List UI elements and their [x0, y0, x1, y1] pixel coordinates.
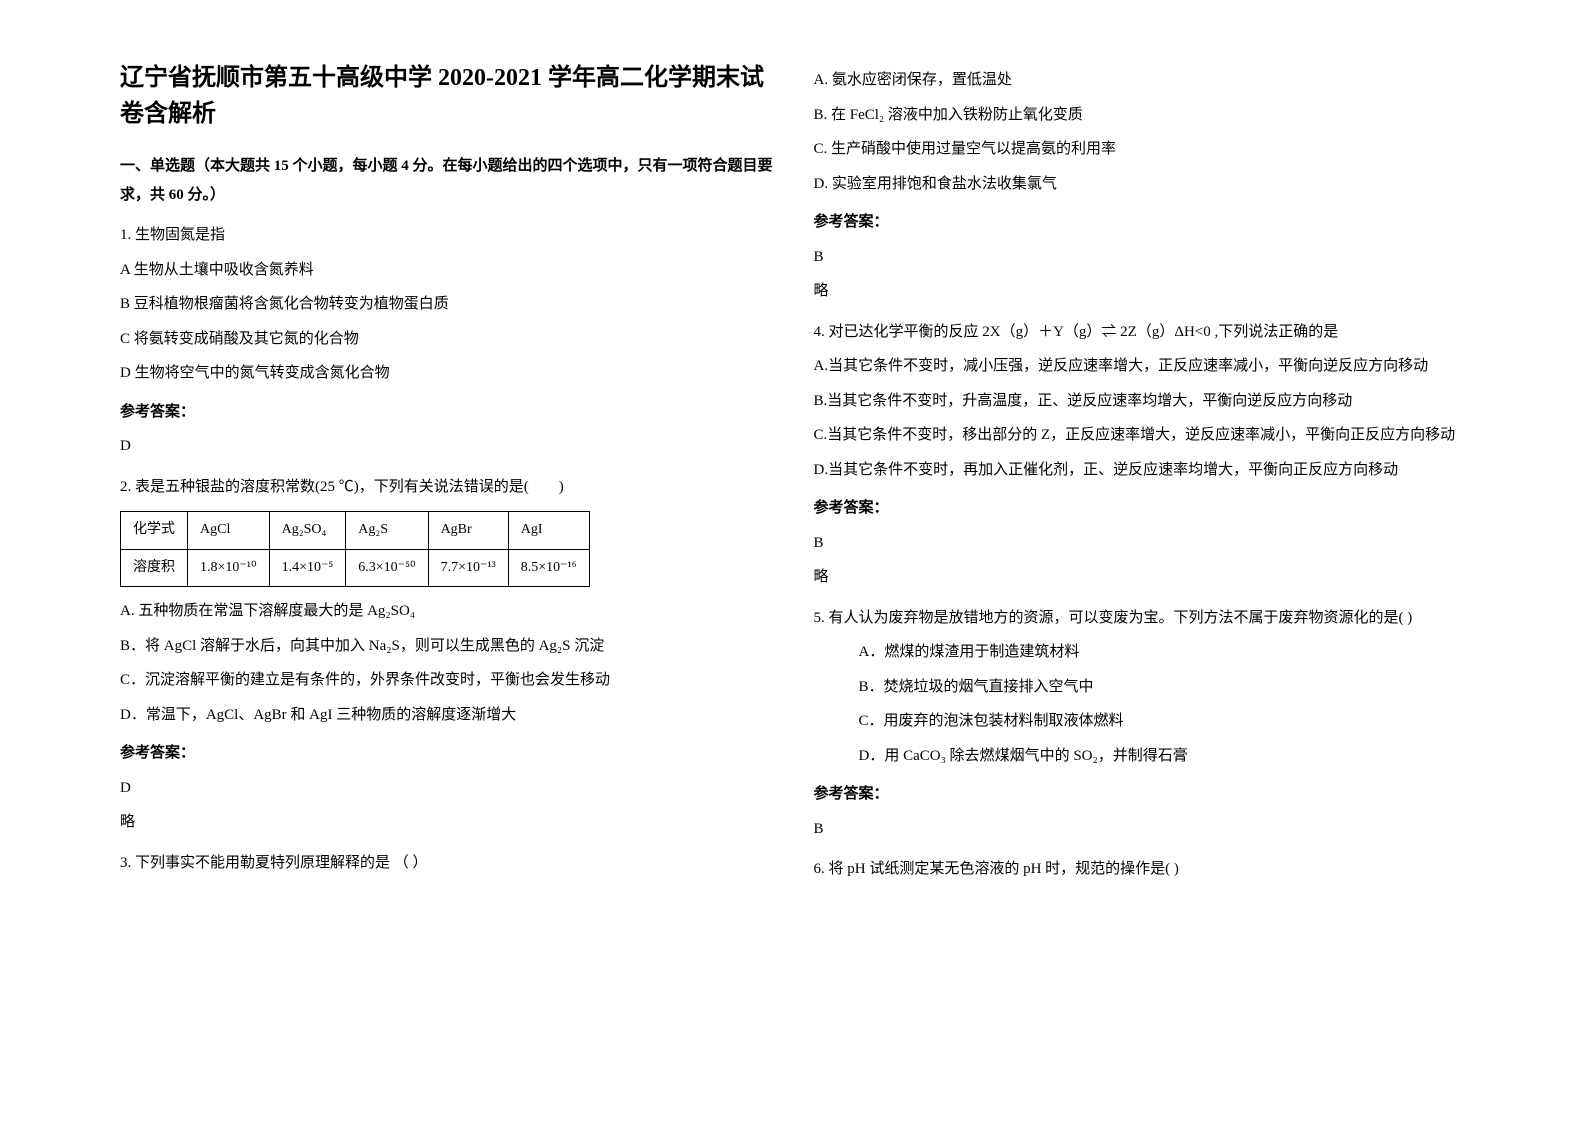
q5-opt-c: C．用废弃的泡沫包装材料制取液体燃料	[814, 707, 1468, 736]
table-cell: 1.8×10⁻¹⁰	[188, 549, 270, 587]
q1-opt-d: D 生物将空气中的氮气转变成含氮化合物	[120, 359, 774, 388]
table-cell: Ag₂S	[346, 512, 428, 550]
table-cell: 8.5×10⁻¹⁶	[508, 549, 589, 587]
q5-answer: B	[814, 815, 1468, 844]
q4-opt-b: B.当其它条件不变时，升高温度，正、逆反应速率均增大，平衡向逆反应方向移动	[814, 387, 1468, 416]
q5-opt-b: B．焚烧垃圾的烟气直接排入空气中	[814, 673, 1468, 702]
q2-stem: 2. 表是五种银盐的溶度积常数(25 ℃)，下列有关说法错误的是( )	[120, 473, 774, 502]
q5-opt-a: A．燃煤的煤渣用于制造建筑材料	[814, 638, 1468, 667]
q4-answer-label: 参考答案：	[814, 494, 1468, 523]
table-cell: Ag₂SO₄	[269, 512, 346, 550]
right-column: A. 氨水应密闭保存，置低温处 B. 在 FeCl₂ 溶液中加入铁粉防止氧化变质…	[794, 60, 1488, 1062]
left-column: 辽宁省抚顺市第五十高级中学 2020-2021 学年高二化学期末试卷含解析 一、…	[100, 60, 794, 1062]
q1-answer-label: 参考答案：	[120, 398, 774, 427]
q3-opt-d: D. 实验室用排饱和食盐水法收集氯气	[814, 170, 1468, 199]
q3-note: 略	[814, 277, 1468, 306]
q2-answer: D	[120, 774, 774, 803]
q4-opt-a: A.当其它条件不变时，减小压强，逆反应速率增大，正反应速率减小，平衡向逆反应方向…	[814, 352, 1468, 381]
q3-opt-b: B. 在 FeCl₂ 溶液中加入铁粉防止氧化变质	[814, 101, 1468, 130]
q1-opt-b: B 豆科植物根瘤菌将含氮化合物转变为植物蛋白质	[120, 290, 774, 319]
q1-opt-a: A 生物从土壤中吸收含氮养料	[120, 256, 774, 285]
page-title: 辽宁省抚顺市第五十高级中学 2020-2021 学年高二化学期末试卷含解析	[120, 60, 774, 132]
q4-stem: 4. 对已达化学平衡的反应 2X（g）＋Y（g）⇌ 2Z（g）ΔH<0 ,下列说…	[814, 318, 1468, 347]
table-cell: 1.4×10⁻⁵	[269, 549, 346, 587]
q2-answer-label: 参考答案：	[120, 739, 774, 768]
table-cell: 7.7×10⁻¹³	[428, 549, 508, 587]
q2-note: 略	[120, 808, 774, 837]
q1-answer: D	[120, 432, 774, 461]
section-heading: 一、单选题（本大题共 15 个小题，每小题 4 分。在每小题给出的四个选项中，只…	[120, 152, 774, 209]
q1-stem: 1. 生物固氮是指	[120, 221, 774, 250]
q3-opt-a: A. 氨水应密闭保存，置低温处	[814, 66, 1468, 95]
q1-opt-c: C 将氨转变成硝酸及其它氮的化合物	[120, 325, 774, 354]
q4-opt-d: D.当其它条件不变时，再加入正催化剂，正、逆反应速率均增大，平衡向正反应方向移动	[814, 456, 1468, 485]
table-cell: 化学式	[121, 512, 188, 550]
q4-opt-c: C.当其它条件不变时，移出部分的 Z，正反应速率增大，逆反应速率减小，平衡向正反…	[814, 421, 1468, 450]
table-cell: AgBr	[428, 512, 508, 550]
table-cell: AgI	[508, 512, 589, 550]
table-cell: 溶度积	[121, 549, 188, 587]
q5-answer-label: 参考答案：	[814, 780, 1468, 809]
q3-answer: B	[814, 243, 1468, 272]
q3-answer-label: 参考答案：	[814, 208, 1468, 237]
table-cell: 6.3×10⁻⁵⁰	[346, 549, 428, 587]
table-data-row: 溶度积 1.8×10⁻¹⁰ 1.4×10⁻⁵ 6.3×10⁻⁵⁰ 7.7×10⁻…	[121, 549, 590, 587]
q2-opt-d: D．常温下，AgCl、AgBr 和 AgI 三种物质的溶解度逐渐增大	[120, 701, 774, 730]
q2-opt-b: B．将 AgCl 溶解于水后，向其中加入 Na₂S，则可以生成黑色的 Ag₂S …	[120, 632, 774, 661]
table-cell: AgCl	[188, 512, 270, 550]
q4-note: 略	[814, 563, 1468, 592]
q2-opt-a: A. 五种物质在常温下溶解度最大的是 Ag₂SO₄	[120, 597, 774, 626]
q4-answer: B	[814, 529, 1468, 558]
q2-table: 化学式 AgCl Ag₂SO₄ Ag₂S AgBr AgI 溶度积 1.8×10…	[120, 511, 590, 587]
q5-opt-d: D．用 CaCO₃ 除去燃煤烟气中的 SO₂，并制得石膏	[814, 742, 1468, 771]
q3-stem: 3. 下列事实不能用勒夏特列原理解释的是 （ ）	[120, 849, 774, 878]
q5-stem: 5. 有人认为废弃物是放错地方的资源，可以变废为宝。下列方法不属于废弃物资源化的…	[814, 604, 1468, 633]
q6-stem: 6. 将 pH 试纸测定某无色溶液的 pH 时，规范的操作是( )	[814, 855, 1468, 884]
table-header-row: 化学式 AgCl Ag₂SO₄ Ag₂S AgBr AgI	[121, 512, 590, 550]
q3-opt-c: C. 生产硝酸中使用过量空气以提高氨的利用率	[814, 135, 1468, 164]
q2-opt-c: C．沉淀溶解平衡的建立是有条件的，外界条件改变时，平衡也会发生移动	[120, 666, 774, 695]
